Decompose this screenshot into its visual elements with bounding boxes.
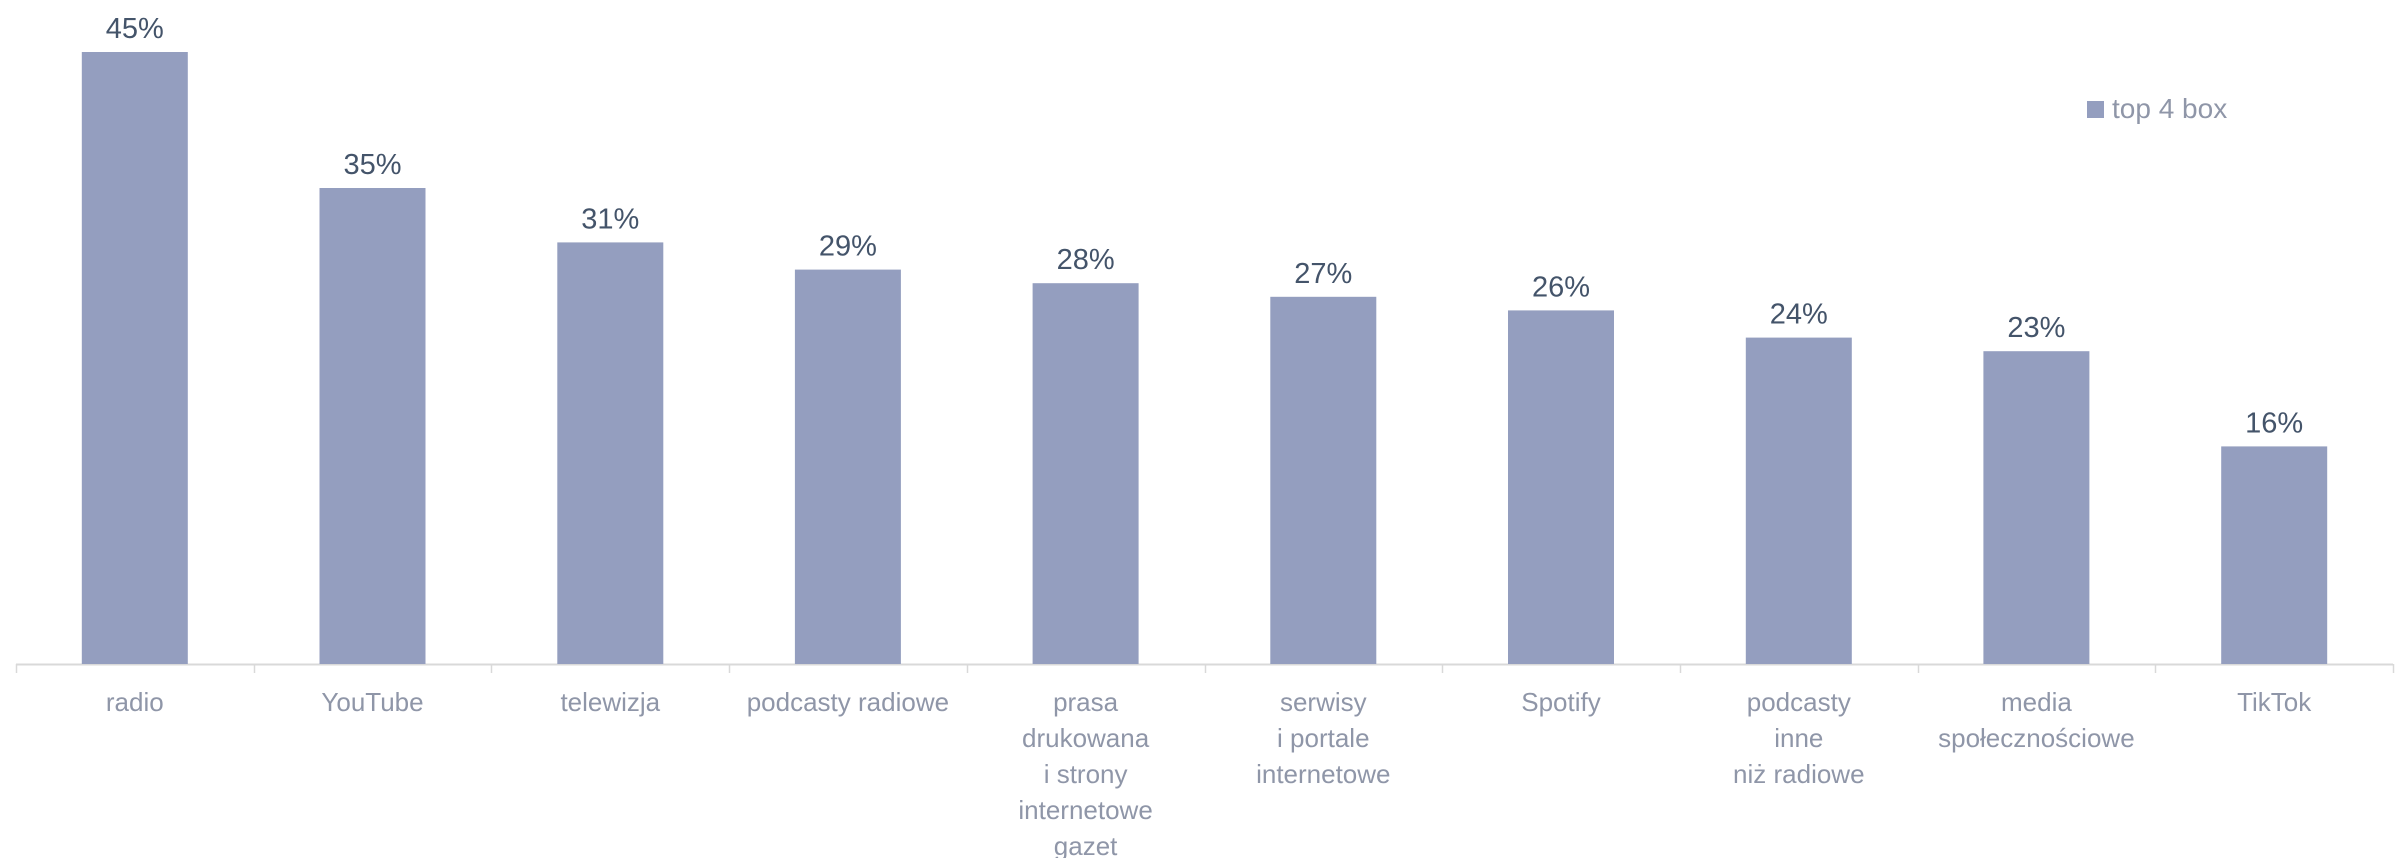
bar [81, 52, 188, 664]
data-label: 35% [343, 149, 401, 181]
category-label: YouTube [321, 687, 423, 717]
category-label: Spotify [1521, 687, 1601, 717]
data-label: 28% [1057, 244, 1115, 276]
category-label: TikTok [2237, 687, 2312, 717]
bar [1032, 283, 1139, 664]
bar [1270, 296, 1377, 664]
legend-label: top 4 box [2112, 93, 2228, 124]
legend-swatch [2087, 100, 2104, 118]
category-label: radio [106, 687, 164, 717]
data-label: 31% [581, 203, 639, 235]
bar [319, 188, 426, 664]
bar [557, 242, 664, 664]
data-label: 26% [1532, 271, 1590, 303]
bar [1508, 310, 1614, 664]
data-label: 27% [1294, 258, 1352, 290]
category-label: media społecznościowe [1938, 687, 2135, 753]
bar [2221, 446, 2328, 664]
data-label: 16% [2245, 407, 2303, 439]
data-label: 29% [819, 231, 877, 263]
data-label: 45% [106, 13, 164, 45]
bar [794, 269, 901, 664]
data-label: 24% [1770, 299, 1828, 331]
data-label: 23% [2007, 312, 2065, 344]
category-label: telewizja [560, 687, 660, 717]
category-label: serwisy i portale internetowe [1256, 687, 1390, 789]
legend: top 4 box [2087, 92, 2227, 126]
bar [1745, 337, 1852, 664]
bar [1983, 351, 2090, 664]
category-label: podcasty radiowe [747, 687, 949, 717]
category-label: prasa drukowana i strony internetowe gazet [1018, 687, 1152, 858]
category-label: podcasty inne niż radiowe [1733, 687, 1865, 789]
